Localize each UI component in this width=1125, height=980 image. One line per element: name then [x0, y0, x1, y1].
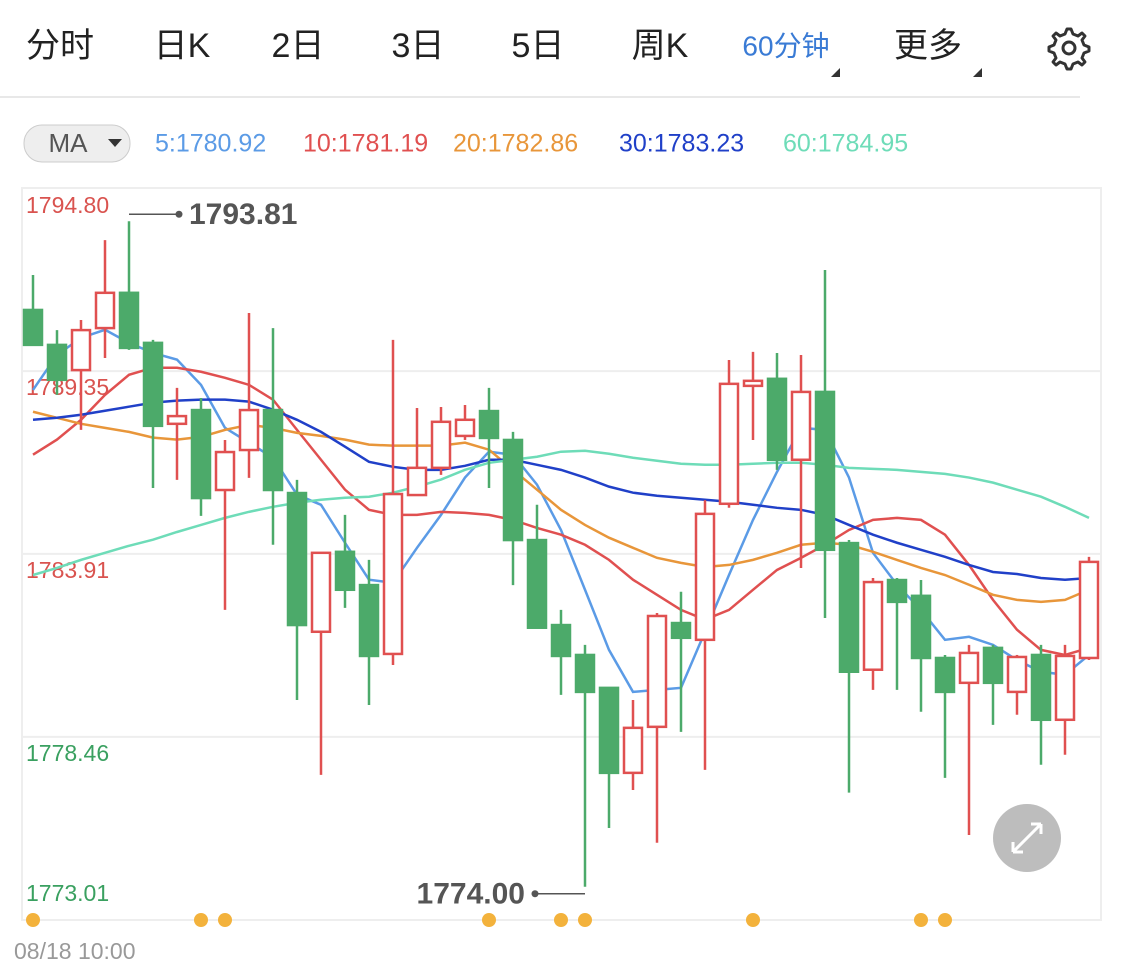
candle-body	[886, 578, 908, 604]
candle-body	[382, 492, 404, 656]
candle-body	[406, 466, 428, 497]
candle-body	[982, 646, 1004, 685]
tab[interactable]: 日K	[154, 27, 211, 65]
annotation-dot	[531, 890, 539, 898]
indicator-dropdown[interactable]	[23, 124, 131, 163]
candle-body	[1078, 560, 1100, 660]
legend-entry: 60:1784.95	[783, 130, 908, 158]
indicator-label: MA	[49, 128, 89, 158]
settings-icon[interactable]	[1047, 27, 1091, 71]
tab[interactable]: 3日	[392, 27, 445, 65]
candle-body	[358, 583, 380, 658]
candle-body	[214, 450, 236, 492]
y-tick-label: 1773.01	[26, 880, 109, 906]
candle-body	[670, 621, 692, 640]
indicator-row: MA	[23, 124, 131, 163]
ma-line	[32, 449, 1090, 577]
candle-body	[238, 408, 260, 452]
candle-body	[526, 538, 548, 629]
plot: 1794.80 1789.35 1783.91 1778.46 1773.01 1793.…	[22, 187, 1101, 927]
candle-body	[1006, 655, 1028, 694]
candle-body	[574, 653, 596, 694]
candle-body	[910, 594, 932, 660]
candle-body	[142, 341, 164, 428]
candle-body	[550, 623, 572, 658]
candle-body	[46, 343, 68, 382]
candle-body	[334, 550, 356, 592]
y-tick-label: 1783.91	[26, 557, 109, 583]
tab[interactable]: 5日	[512, 27, 565, 65]
candle-body	[310, 551, 332, 634]
candle-body	[190, 408, 212, 500]
x-axis-label: 08/18 10:00	[14, 938, 136, 964]
tab[interactable]: 分时	[26, 27, 94, 65]
legend-entry: 20:1782.86	[453, 130, 578, 158]
candle-body	[1054, 654, 1076, 722]
candle-body	[766, 377, 788, 462]
candle-body	[286, 491, 308, 627]
candle-body	[598, 686, 620, 775]
candle-body	[70, 328, 92, 372]
candle-body	[166, 414, 188, 426]
event-marker	[218, 913, 232, 927]
candle-body	[454, 418, 476, 438]
candle-body	[1030, 653, 1052, 722]
tab[interactable]: 60分钟	[742, 30, 829, 61]
candle-body	[622, 726, 644, 775]
candle-body	[94, 291, 116, 330]
candle-body	[502, 438, 524, 542]
event-marker	[746, 913, 760, 927]
expand-button[interactable]	[993, 804, 1061, 872]
tab[interactable]: 周K	[632, 27, 689, 65]
event-marker	[194, 913, 208, 927]
y-tick-label: 1778.46	[26, 740, 109, 766]
candle-body	[694, 512, 716, 642]
candle-body	[478, 409, 500, 440]
ma-line	[32, 366, 1090, 657]
candle-body	[118, 291, 140, 350]
candle-body	[718, 382, 740, 506]
settings-icon-hole	[1061, 40, 1077, 56]
tab-corner-mark	[973, 68, 982, 77]
legend-entry: 5:1780.92	[155, 130, 266, 158]
annotation-label: 1793.81	[189, 198, 297, 231]
event-marker	[26, 913, 40, 927]
candle-body	[646, 614, 668, 729]
legend-entry: 10:1781.19	[303, 130, 428, 158]
candle-body	[862, 580, 884, 671]
candle-body	[814, 390, 836, 552]
candle-body	[430, 420, 452, 470]
y-tick-label: 1794.80	[26, 192, 109, 218]
event-marker	[938, 913, 952, 927]
event-marker	[554, 913, 568, 927]
candle-body	[742, 379, 764, 388]
ma-line	[32, 398, 1090, 581]
annotation-label: 1774.00	[417, 878, 525, 911]
event-marker	[914, 913, 928, 927]
candle-body	[22, 308, 44, 347]
candle-body	[934, 656, 956, 694]
tab-bar	[0, 27, 1091, 98]
y-tick-label: 1789.35	[26, 374, 109, 400]
candle-body	[790, 390, 812, 462]
candle-body	[262, 408, 284, 492]
candle-body	[958, 651, 980, 685]
tab[interactable]: 更多	[894, 27, 962, 65]
tab-corner-mark	[831, 68, 840, 77]
expand-icon	[1011, 822, 1043, 854]
event-marker	[482, 913, 496, 927]
legend-entry: 30:1783.23	[619, 130, 744, 158]
dropdown-arrow	[108, 139, 122, 147]
event-marker	[578, 913, 592, 927]
candle-body	[838, 541, 860, 673]
annotation-dot	[175, 210, 183, 218]
tab[interactable]: 2日	[272, 27, 325, 65]
